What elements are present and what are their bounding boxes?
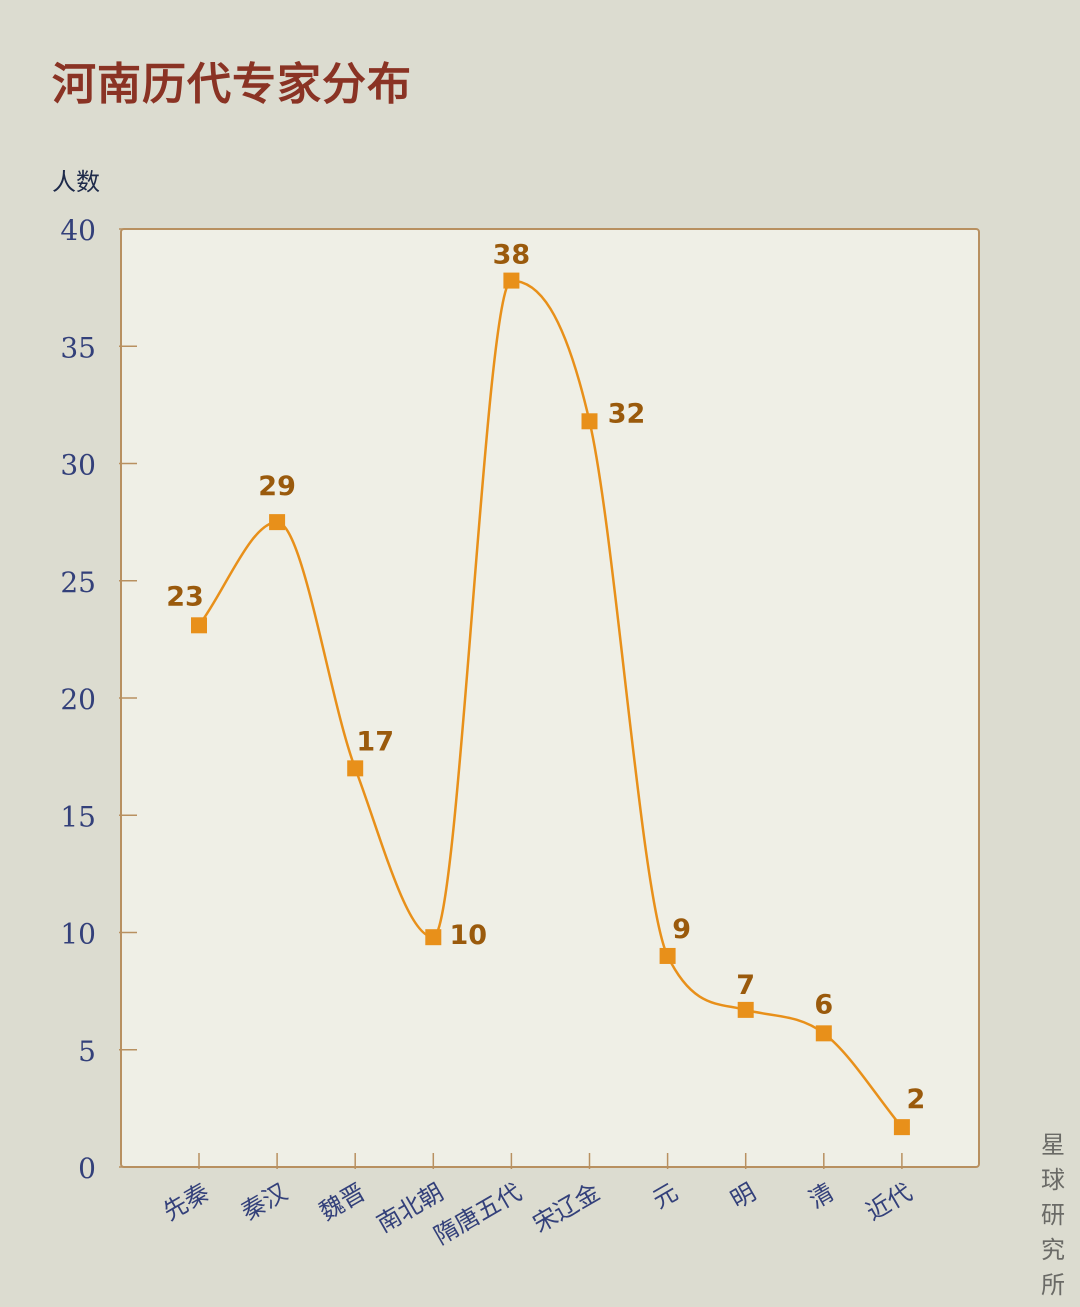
data-label: 38 — [493, 240, 531, 271]
y-axis-label: 人数 — [52, 168, 100, 196]
chart-title: 河南历代专家分布 — [52, 59, 412, 110]
data-label: 6 — [814, 989, 833, 1020]
watermark: 星球研究所 — [1041, 1131, 1065, 1299]
x-tick-label: 近代 — [861, 1178, 917, 1226]
data-point-marker — [191, 617, 207, 634]
plot-area — [120, 228, 980, 1168]
y-tick-label: 25 — [60, 566, 96, 599]
data-point-marker — [269, 514, 286, 531]
x-tick-label: 元 — [648, 1178, 683, 1214]
y-tick-label: 20 — [60, 683, 96, 716]
x-tick-label: 宋辽金 — [528, 1178, 604, 1238]
data-label: 17 — [356, 726, 394, 757]
y-tick-label: 5 — [78, 1035, 96, 1068]
x-tick-label: 先秦 — [158, 1178, 214, 1226]
y-tick-label: 10 — [60, 918, 96, 951]
data-point-marker — [893, 1119, 910, 1136]
y-tick-label: 35 — [60, 331, 96, 364]
y-tick-label: 0 — [78, 1152, 96, 1185]
x-tick-label: 明 — [726, 1178, 761, 1214]
data-point-marker — [815, 1025, 832, 1042]
data-label: 2 — [907, 1084, 926, 1115]
y-tick-label: 30 — [60, 449, 96, 482]
y-tick-label: 15 — [60, 800, 96, 833]
data-label: 10 — [450, 920, 488, 951]
y-axis: 0 5 10 15 20 25 30 35 40 — [60, 214, 137, 1185]
data-label: 7 — [736, 970, 755, 1001]
markers — [191, 272, 910, 1136]
y-tick-label: 40 — [60, 214, 96, 247]
data-point-marker — [659, 947, 676, 964]
data-labels: 23 29 17 10 38 32 9 7 6 2 — [166, 240, 925, 1116]
x-tick-label: 魏晋 — [315, 1178, 371, 1226]
data-point-marker — [581, 413, 598, 430]
data-point-marker — [425, 929, 442, 946]
data-point-marker — [503, 272, 520, 289]
x-tick-label: 隋唐五代 — [429, 1178, 526, 1250]
data-label: 29 — [258, 471, 296, 502]
data-label: 23 — [166, 581, 204, 612]
data-point-marker — [737, 1001, 754, 1018]
x-tick-label: 秦汉 — [237, 1178, 293, 1226]
x-tick-label: 清 — [804, 1178, 839, 1214]
data-label: 9 — [672, 914, 691, 945]
data-point-marker — [347, 760, 364, 777]
data-label: 32 — [608, 398, 646, 429]
